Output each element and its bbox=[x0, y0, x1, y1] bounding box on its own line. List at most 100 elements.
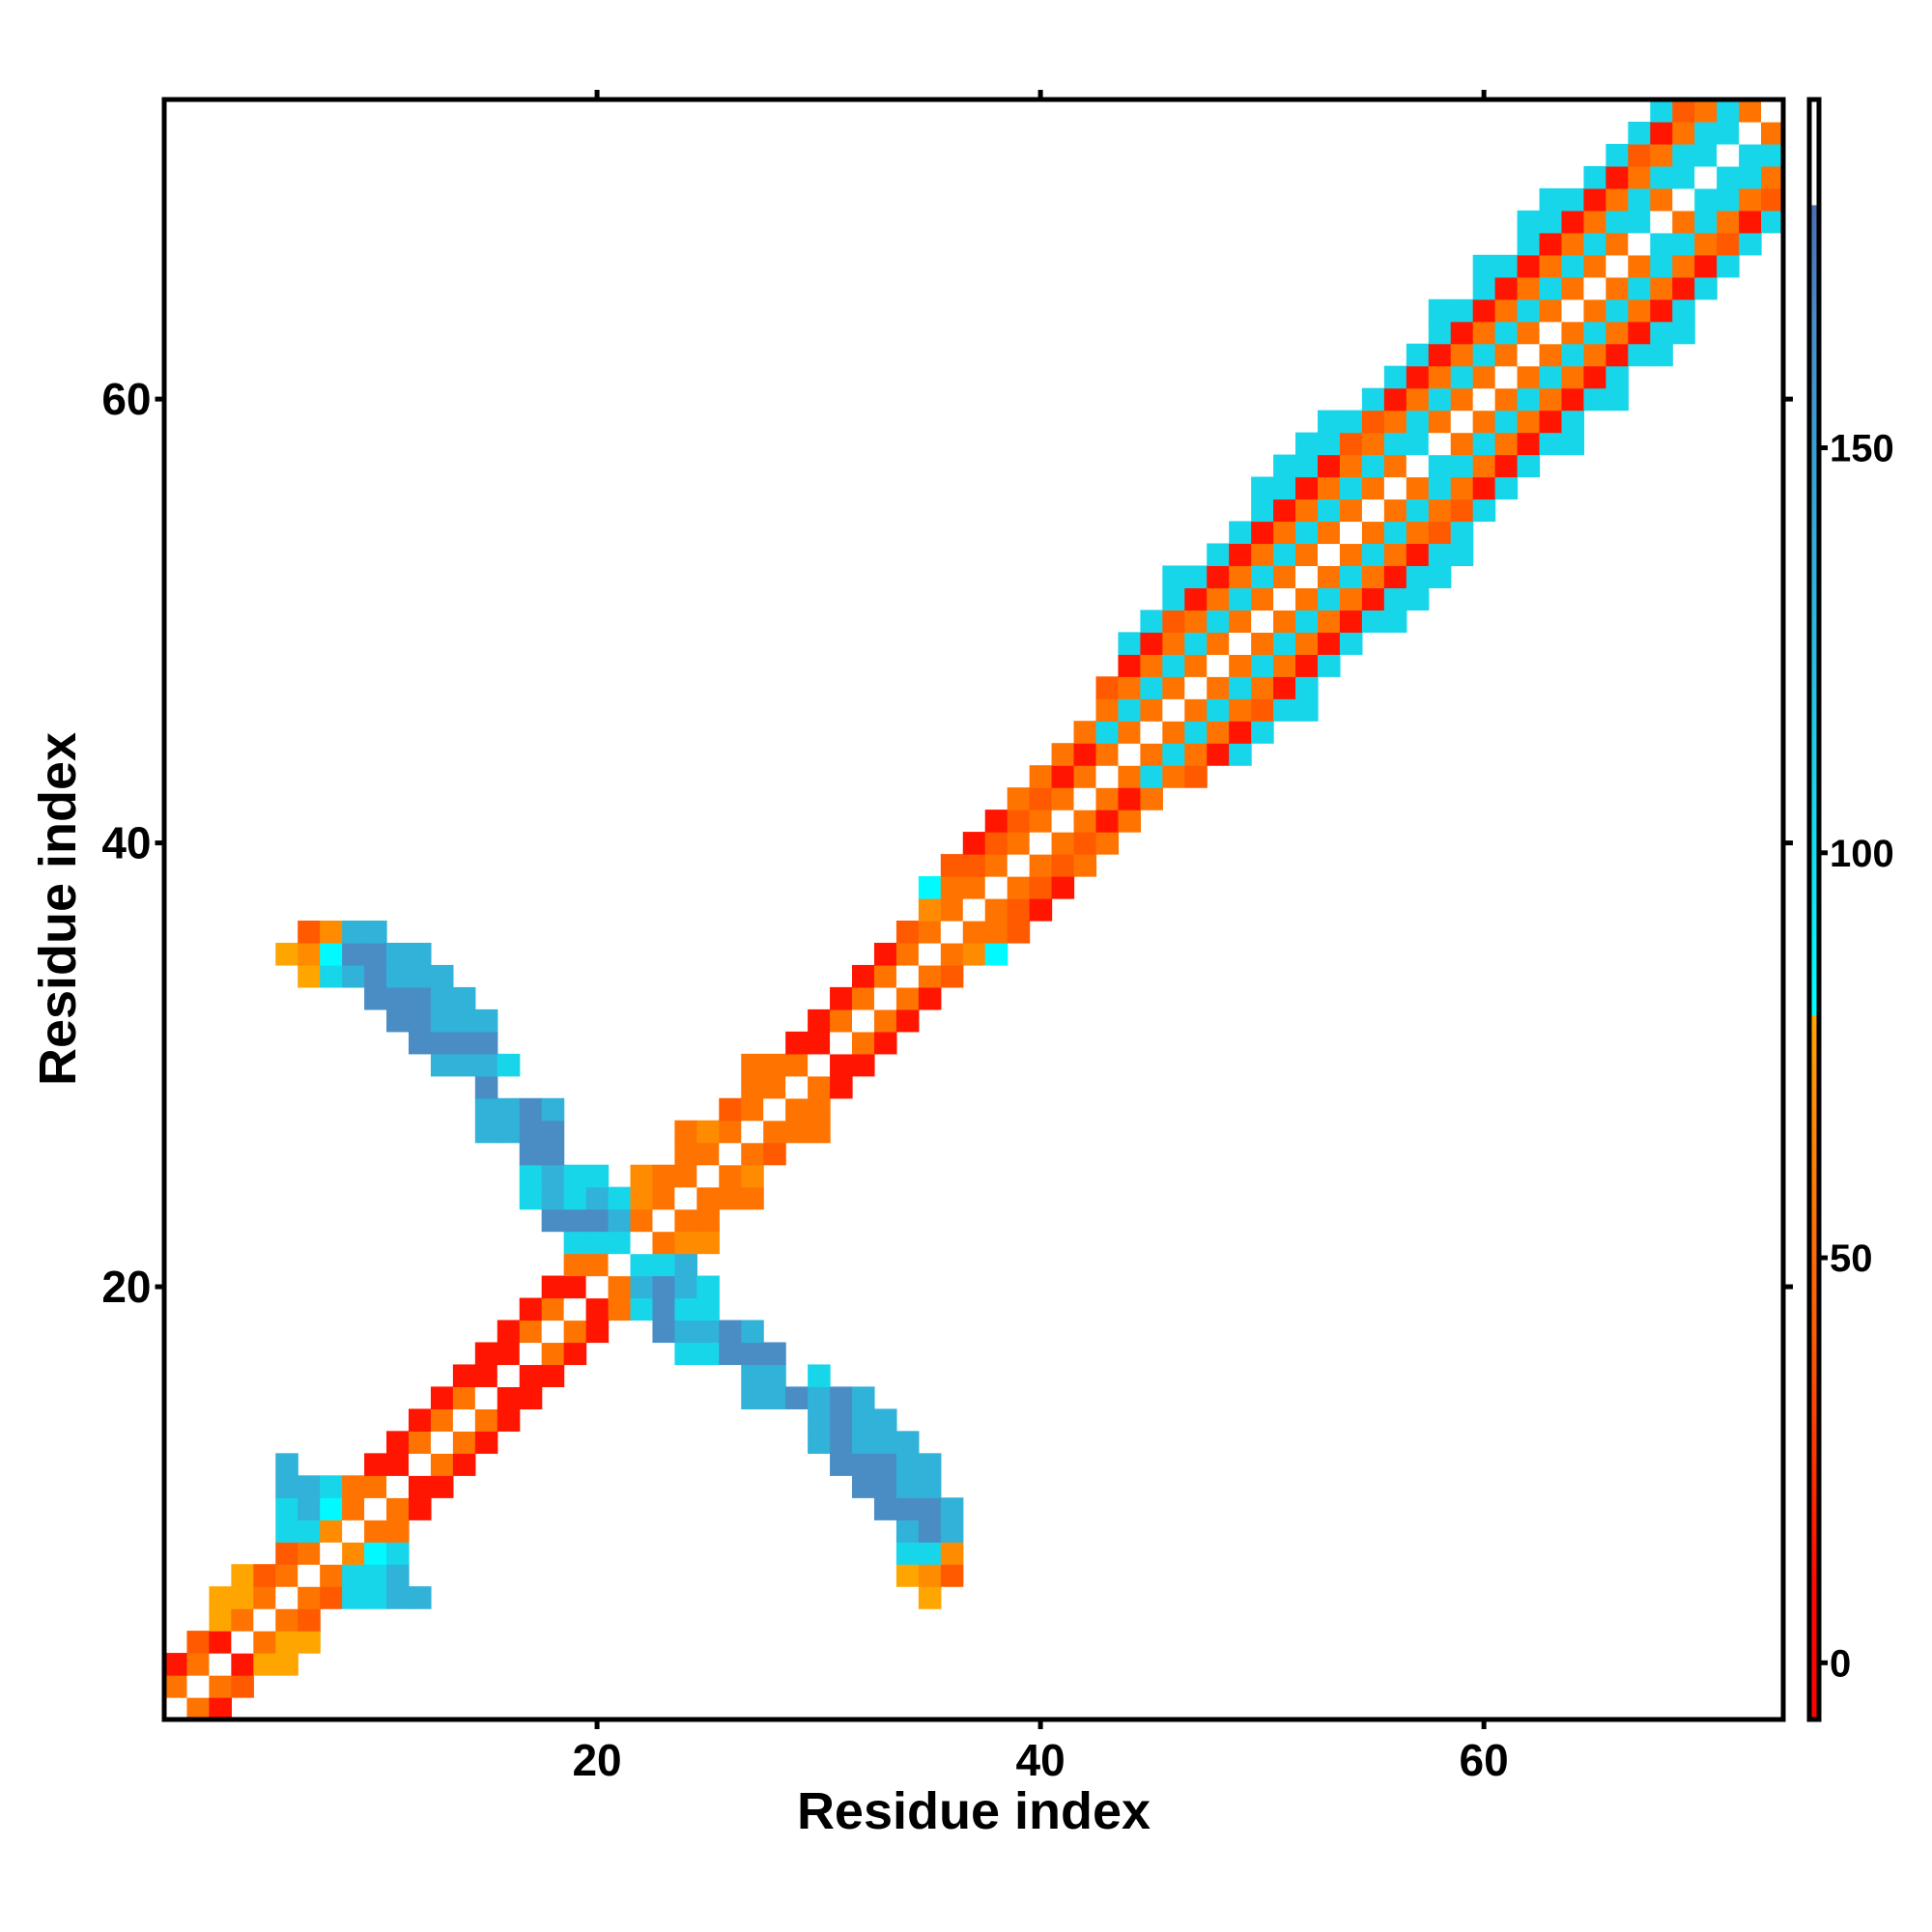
heatmap-cell bbox=[275, 1520, 298, 1543]
heatmap-cell bbox=[1251, 476, 1274, 500]
heatmap-cell bbox=[741, 1342, 764, 1366]
heatmap-cell bbox=[430, 1475, 454, 1498]
heatmap-cell bbox=[1140, 765, 1163, 788]
heatmap-cell bbox=[1406, 432, 1430, 456]
heatmap-cell bbox=[452, 1431, 476, 1454]
heatmap-cell bbox=[652, 1253, 675, 1277]
heatmap-cell bbox=[1494, 276, 1519, 300]
heatmap-cell bbox=[1694, 254, 1718, 278]
heatmap-cell bbox=[1450, 365, 1474, 389]
heatmap-cell bbox=[1650, 254, 1673, 278]
heatmap-cell bbox=[585, 1297, 610, 1321]
heatmap-cell bbox=[585, 1231, 610, 1255]
heatmap-cell bbox=[1229, 521, 1252, 545]
heatmap-cell bbox=[320, 1586, 343, 1609]
plot-frame bbox=[161, 97, 1786, 1722]
heatmap-cell bbox=[1472, 476, 1496, 500]
heatmap-cell bbox=[1007, 854, 1031, 877]
heatmap-cell bbox=[719, 1186, 742, 1210]
heatmap-cell bbox=[1295, 521, 1319, 545]
heatmap-cell bbox=[519, 1320, 543, 1344]
heatmap-cell bbox=[1761, 121, 1784, 145]
heatmap-cell bbox=[320, 1475, 343, 1498]
heatmap-cell bbox=[1583, 276, 1606, 300]
heatmap-cell bbox=[1583, 343, 1606, 367]
heatmap-cell bbox=[186, 1697, 211, 1720]
heatmap-cell bbox=[1361, 387, 1385, 412]
heatmap-cell bbox=[1229, 654, 1252, 677]
colorbar-tick-label: 100 bbox=[1830, 833, 1894, 875]
heatmap-cell bbox=[1207, 676, 1230, 699]
heatmap-cell bbox=[1295, 476, 1319, 500]
heatmap-cell bbox=[320, 1564, 343, 1587]
heatmap-cell bbox=[696, 1186, 720, 1210]
heatmap-cell bbox=[1672, 121, 1695, 145]
heatmap-cell bbox=[364, 1542, 387, 1565]
heatmap-cell bbox=[918, 1564, 942, 1587]
heatmap-cell bbox=[585, 1208, 610, 1233]
heatmap-cell bbox=[719, 1097, 742, 1122]
x-tick-label: 60 bbox=[1460, 1735, 1509, 1785]
heatmap-cell bbox=[1207, 565, 1230, 588]
heatmap-cell bbox=[253, 1631, 276, 1654]
heatmap-cell bbox=[1717, 232, 1740, 256]
heatmap-cell bbox=[1472, 410, 1496, 434]
heatmap-cell bbox=[852, 1453, 875, 1476]
heatmap-cell bbox=[1251, 521, 1274, 545]
heatmap-cell bbox=[1672, 254, 1695, 278]
heatmap-cell bbox=[1694, 187, 1718, 212]
heatmap-cell bbox=[1561, 232, 1585, 256]
heatmap-cell bbox=[940, 876, 964, 899]
heatmap-cell bbox=[497, 1320, 521, 1344]
heatmap-cell bbox=[1539, 387, 1563, 412]
y-tick-label: 20 bbox=[101, 1262, 151, 1312]
heatmap-cell bbox=[741, 1097, 764, 1122]
heatmap-cell bbox=[630, 1297, 654, 1321]
heatmap-cell bbox=[1494, 343, 1519, 367]
heatmap-cell bbox=[1539, 432, 1563, 456]
heatmap-cell bbox=[1162, 587, 1185, 611]
heatmap-cell bbox=[1273, 454, 1296, 478]
heatmap-cell bbox=[1561, 321, 1585, 345]
heatmap-cell bbox=[1561, 432, 1585, 456]
heatmap-cell bbox=[1318, 565, 1341, 588]
heatmap-cell bbox=[1472, 432, 1496, 456]
heatmap-cell bbox=[1184, 587, 1208, 611]
heatmap-cell bbox=[1517, 454, 1541, 478]
heatmap-cell bbox=[1339, 454, 1363, 478]
heatmap-cell bbox=[1605, 232, 1629, 256]
heatmap-cell bbox=[785, 1386, 809, 1409]
heatmap-cell bbox=[808, 1031, 831, 1055]
heatmap-cell bbox=[342, 1542, 365, 1565]
heatmap-cell bbox=[1251, 676, 1274, 699]
heatmap-cell bbox=[852, 964, 875, 988]
heatmap-cell bbox=[873, 1408, 897, 1432]
heatmap-cell bbox=[895, 986, 920, 1010]
heatmap-cell bbox=[1628, 121, 1651, 145]
heatmap-cell bbox=[1628, 343, 1651, 367]
heatmap-cell bbox=[1406, 343, 1430, 367]
heatmap-cell bbox=[808, 1364, 831, 1388]
heatmap-cell bbox=[497, 1120, 521, 1144]
heatmap-cell bbox=[1494, 432, 1519, 456]
heatmap-cell bbox=[364, 1564, 387, 1587]
heatmap-cell bbox=[1295, 698, 1319, 722]
heatmap-cell bbox=[1428, 565, 1452, 588]
heatmap-cell bbox=[364, 1497, 387, 1520]
heatmap-cell bbox=[763, 1075, 786, 1099]
heatmap-cell bbox=[320, 1497, 343, 1520]
heatmap-cell bbox=[298, 1497, 321, 1520]
heatmap-cell bbox=[585, 1253, 610, 1277]
heatmap-cell bbox=[1650, 232, 1673, 256]
x-tick-label: 20 bbox=[572, 1735, 621, 1785]
heatmap-cell bbox=[1605, 187, 1629, 212]
heatmap-cell bbox=[1383, 543, 1407, 567]
heatmap-cell bbox=[563, 1231, 587, 1255]
y-axis-title: Residue index bbox=[29, 732, 87, 1086]
heatmap-cell bbox=[1605, 165, 1629, 189]
heatmap-cell bbox=[873, 986, 897, 1010]
heatmap-cell bbox=[474, 1120, 498, 1144]
heatmap-cell bbox=[1162, 698, 1185, 722]
heatmap-cell bbox=[1383, 387, 1407, 412]
heatmap-cell bbox=[474, 1431, 498, 1454]
